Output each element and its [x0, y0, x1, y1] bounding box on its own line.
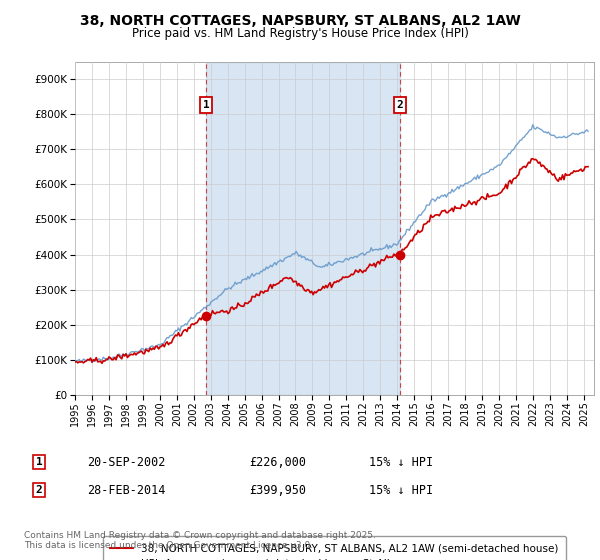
Text: 15% ↓ HPI: 15% ↓ HPI [369, 455, 433, 469]
Text: 28-FEB-2014: 28-FEB-2014 [87, 483, 166, 497]
Text: Contains HM Land Registry data © Crown copyright and database right 2025.
This d: Contains HM Land Registry data © Crown c… [24, 530, 376, 550]
Legend: 38, NORTH COTTAGES, NAPSBURY, ST ALBANS, AL2 1AW (semi-detached house), HPI: Ave: 38, NORTH COTTAGES, NAPSBURY, ST ALBANS,… [103, 536, 566, 560]
Text: £226,000: £226,000 [249, 455, 306, 469]
Text: 1: 1 [35, 457, 43, 467]
Bar [206, 62, 400, 395]
Text: 15% ↓ HPI: 15% ↓ HPI [369, 483, 433, 497]
Text: 1: 1 [203, 100, 209, 110]
Text: Price paid vs. HM Land Registry's House Price Index (HPI): Price paid vs. HM Land Registry's House … [131, 27, 469, 40]
Text: 20-SEP-2002: 20-SEP-2002 [87, 455, 166, 469]
Text: £399,950: £399,950 [249, 483, 306, 497]
Text: 38, NORTH COTTAGES, NAPSBURY, ST ALBANS, AL2 1AW: 38, NORTH COTTAGES, NAPSBURY, ST ALBANS,… [80, 14, 520, 28]
Text: 2: 2 [397, 100, 403, 110]
Text: 2: 2 [35, 485, 43, 495]
